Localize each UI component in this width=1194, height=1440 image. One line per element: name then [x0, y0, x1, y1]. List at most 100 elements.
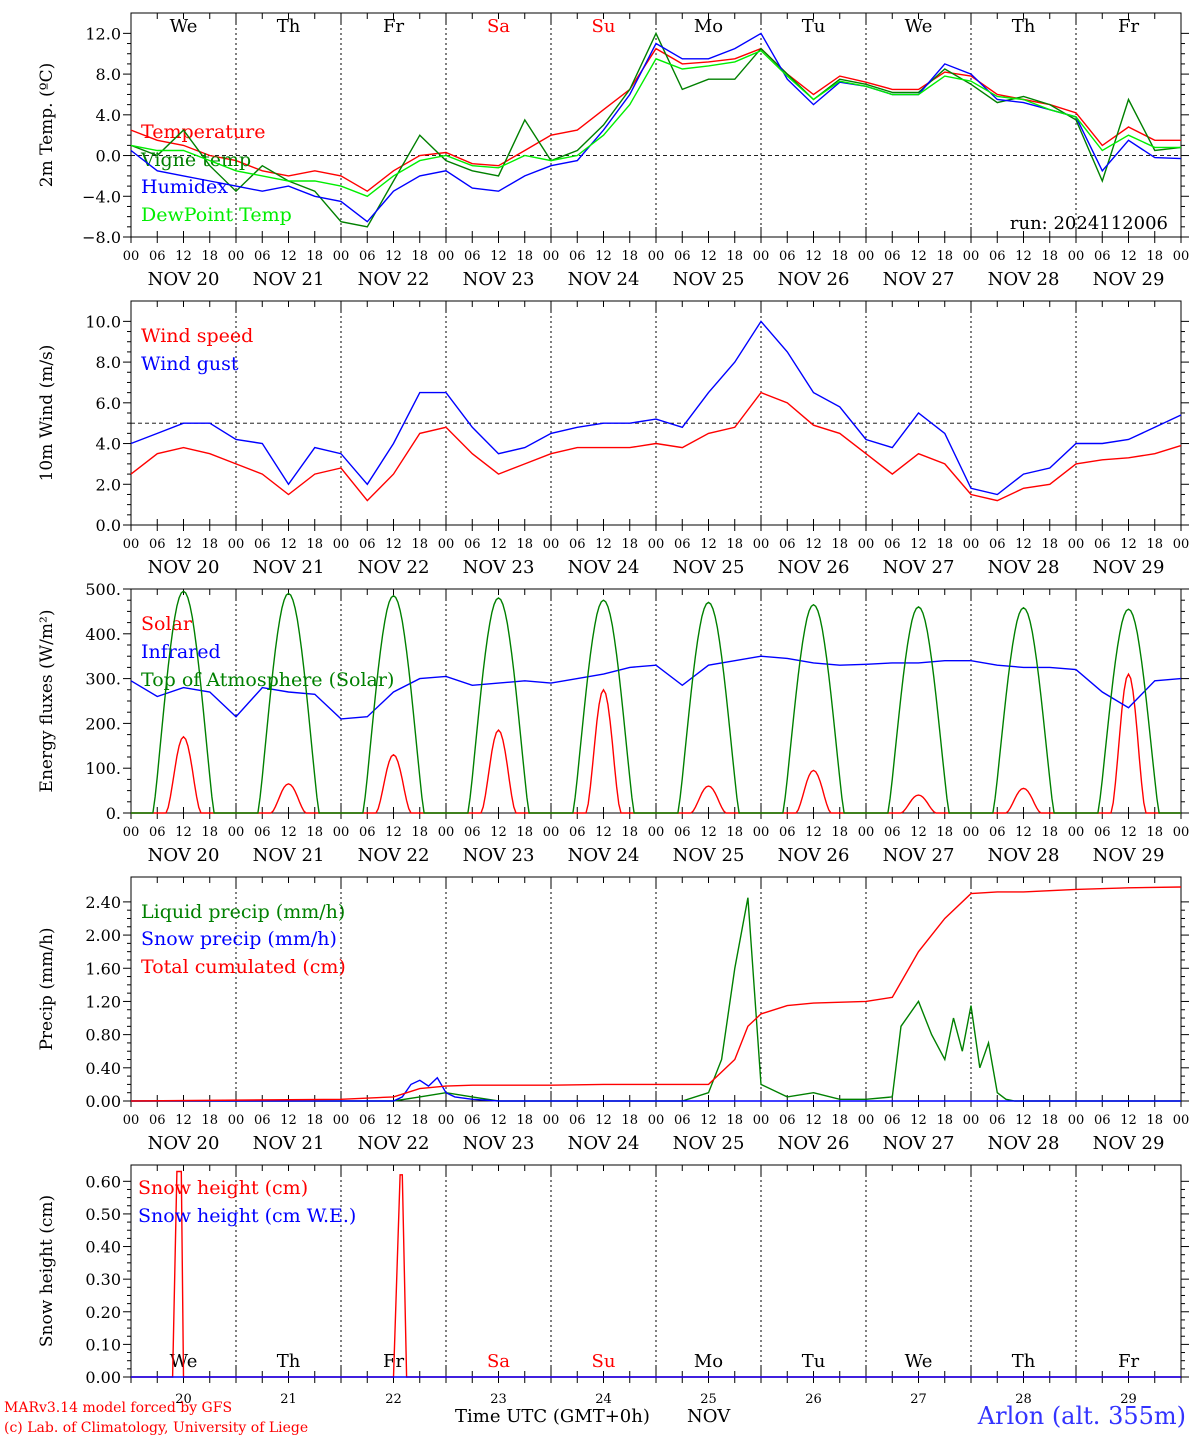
- panel-5: 0.00 0.10 0.20 0.30 0.40 0.50 0.60 Snow height …: [37, 1164, 1189, 1407]
- x-hour-label: 06: [674, 537, 691, 552]
- x-hour-label: 00: [1173, 249, 1190, 264]
- x-date-label: NOV 27: [883, 269, 955, 290]
- x-hour-label: 12: [385, 1113, 402, 1128]
- y-tick-label: 4.0: [96, 106, 121, 125]
- x-hour-label: 18: [726, 1113, 743, 1128]
- legend-entry: Temperature: [141, 121, 265, 143]
- x-day-number: 24: [595, 1392, 612, 1407]
- x-hour-label: 06: [149, 1113, 166, 1128]
- weekday-label: Tu: [802, 16, 826, 37]
- x-hour-label: 12: [910, 537, 927, 552]
- x-date-label: NOV 23: [463, 557, 535, 578]
- y-tick-label: 0.60: [85, 1172, 121, 1191]
- x-hour-label: 06: [989, 537, 1006, 552]
- x-day-number: 27: [910, 1392, 927, 1407]
- legend-entry: Infrared: [141, 641, 221, 663]
- weekday-label: We: [905, 1351, 933, 1372]
- x-hour-label: 12: [1120, 537, 1137, 552]
- x-hour-label: 18: [726, 537, 743, 552]
- y-axis-title: Precip (mm/h): [37, 927, 57, 1050]
- y-tick-label: 1.20: [85, 992, 121, 1011]
- weekday-label: Tu: [802, 1351, 826, 1372]
- x-hour-label: 18: [936, 249, 953, 264]
- x-hour-label: 12: [1120, 249, 1137, 264]
- x-hour-label: 18: [411, 537, 428, 552]
- x-hour-label: 00: [648, 1113, 665, 1128]
- x-date-label: NOV 23: [463, 845, 535, 866]
- x-date-label: NOV 27: [883, 557, 955, 578]
- x-date-label: NOV 26: [778, 557, 850, 578]
- y-tick-label: 0.00: [85, 1368, 121, 1387]
- x-hour-label: 18: [516, 1113, 533, 1128]
- y-axis-title: 2m Temp. (ºC): [37, 63, 57, 188]
- legend-entry: DewPoint Temp: [141, 204, 292, 226]
- x-hour-label: 18: [831, 1113, 848, 1128]
- x-hour-label: 06: [779, 537, 796, 552]
- x-date-label: NOV 25: [673, 1133, 745, 1154]
- x-hour-label: 00: [648, 249, 665, 264]
- weekday-label: We: [905, 16, 933, 37]
- x-date-label: NOV 27: [883, 1133, 955, 1154]
- x-date-label: NOV 21: [253, 845, 325, 866]
- x-hour-label: 12: [1015, 825, 1032, 840]
- x-date-label: NOV 22: [358, 269, 430, 290]
- x-day-number: 29: [1120, 1392, 1137, 1407]
- x-hour-label: 00: [963, 537, 980, 552]
- y-tick-label: 400.: [85, 625, 121, 644]
- x-date-label: NOV 28: [988, 269, 1060, 290]
- x-date-label: NOV 27: [883, 845, 955, 866]
- legend-entry: Vigne temp: [140, 149, 251, 171]
- series-line: [131, 1076, 1181, 1102]
- y-tick-label: −4.0: [82, 187, 121, 206]
- x-hour-label: 00: [753, 825, 770, 840]
- y-tick-label: 2.0: [96, 475, 121, 494]
- x-day-number: 23: [490, 1392, 507, 1407]
- x-date-label: NOV 22: [358, 1133, 430, 1154]
- x-date-label: NOV 28: [988, 845, 1060, 866]
- x-hour-label: 12: [700, 249, 717, 264]
- y-tick-label: 8.0: [96, 65, 121, 84]
- x-hour-label: 12: [805, 249, 822, 264]
- x-hour-label: 12: [1120, 1113, 1137, 1128]
- x-hour-label: 06: [1094, 537, 1111, 552]
- x-hour-label: 00: [753, 537, 770, 552]
- x-hour-label: 06: [254, 537, 271, 552]
- x-hour-label: 00: [1173, 825, 1190, 840]
- x-date-label: NOV 26: [778, 845, 850, 866]
- series-line: [131, 590, 1181, 814]
- y-tick-label: 0.: [106, 804, 121, 823]
- x-hour-label: 06: [359, 1113, 376, 1128]
- x-date-label: NOV 22: [358, 845, 430, 866]
- x-hour-label: 18: [411, 249, 428, 264]
- y-tick-label: 0.20: [85, 1303, 121, 1322]
- x-hour-label: 12: [595, 1113, 612, 1128]
- x-hour-label: 12: [385, 537, 402, 552]
- x-hour-label: 12: [700, 825, 717, 840]
- x-hour-label: 06: [989, 1113, 1006, 1128]
- x-hour-label: 00: [333, 537, 350, 552]
- x-hour-label: 18: [306, 825, 323, 840]
- x-hour-label: 12: [595, 825, 612, 840]
- x-hour-label: 06: [779, 249, 796, 264]
- x-hour-label: 06: [254, 249, 271, 264]
- x-hour-label: 00: [438, 1113, 455, 1128]
- weekday-label: Th: [1012, 16, 1036, 37]
- x-hour-label: 06: [254, 825, 271, 840]
- x-date-label: NOV 24: [568, 1133, 640, 1154]
- x-hour-label: 12: [175, 249, 192, 264]
- x-hour-label: 12: [385, 249, 402, 264]
- station-name: Arlon (alt. 355m): [977, 1402, 1186, 1430]
- weekday-label: Th: [277, 1351, 301, 1372]
- x-hour-label: 00: [858, 825, 875, 840]
- x-axis-title: Time UTC (GMT+0h): [455, 1406, 650, 1427]
- x-hour-label: 00: [438, 825, 455, 840]
- x-hour-label: 00: [858, 249, 875, 264]
- x-hour-label: 00: [228, 249, 245, 264]
- x-hour-label: 06: [569, 537, 586, 552]
- x-date-label: NOV 20: [148, 557, 220, 578]
- x-date-label: NOV 25: [673, 845, 745, 866]
- x-hour-label: 18: [1146, 537, 1163, 552]
- x-date-label: NOV 26: [778, 1133, 850, 1154]
- y-tick-label: 0.50: [85, 1205, 121, 1224]
- series-line: [130, 49, 1181, 198]
